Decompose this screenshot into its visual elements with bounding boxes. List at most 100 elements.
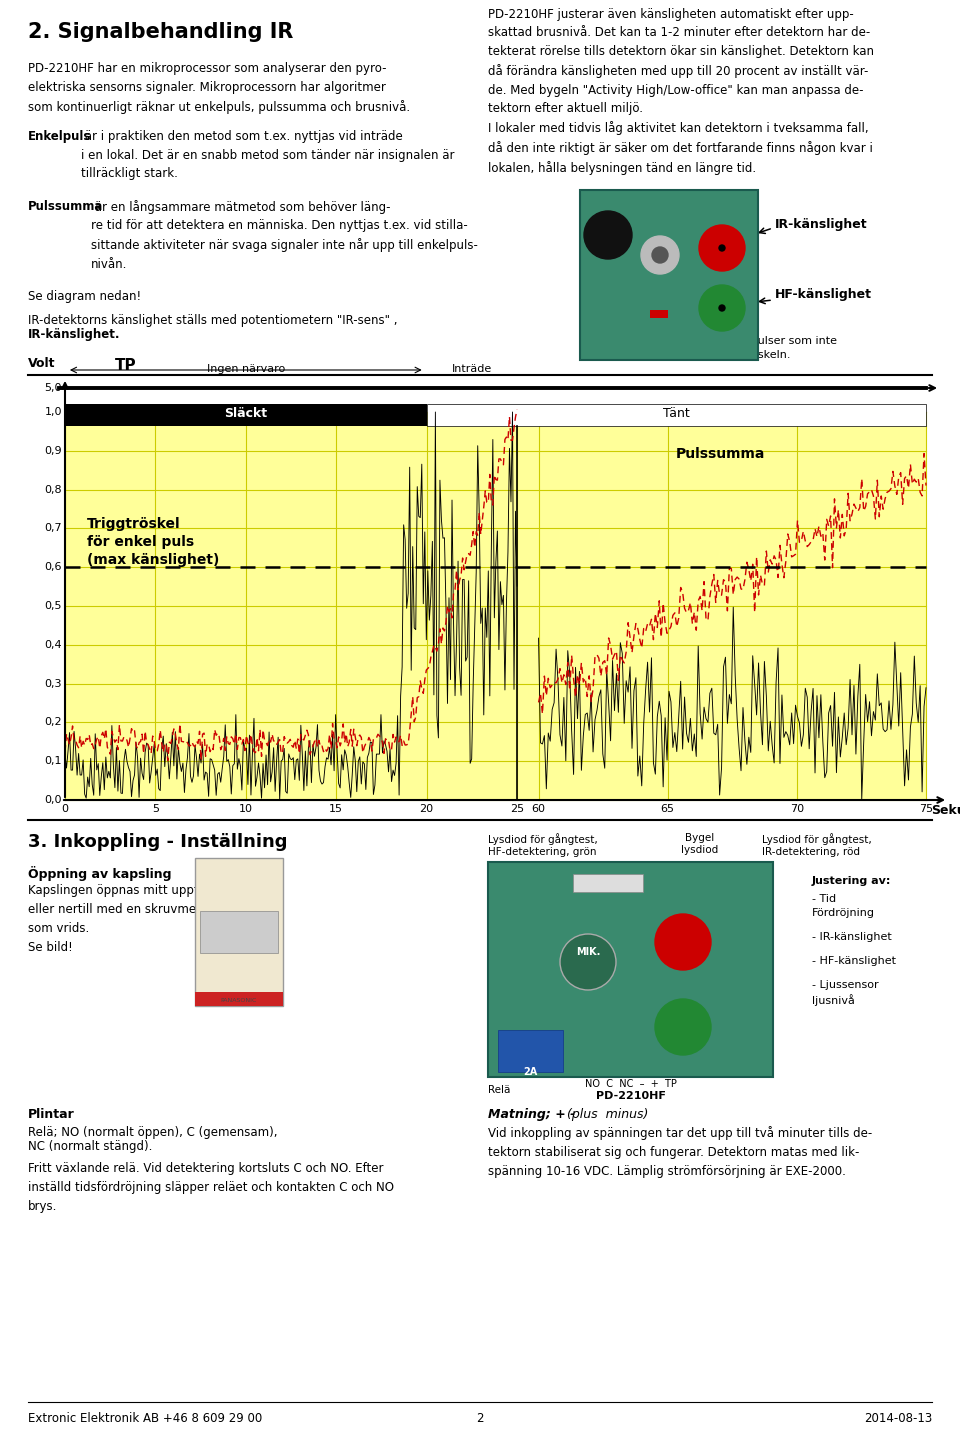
Text: 2A
30 VDC: 2A 30 VDC (510, 1067, 550, 1088)
Text: Plintar: Plintar (28, 1109, 75, 1122)
Bar (650, 310, 668, 317)
Circle shape (719, 304, 725, 312)
Text: 75: 75 (919, 804, 933, 814)
Text: 10: 10 (239, 804, 252, 814)
Text: Tänt: Tänt (663, 406, 689, 419)
Text: 2014-08-13: 2014-08-13 (864, 1412, 932, 1425)
Text: Vid inkoppling av spänningen tar det upp till två minuter tills de-
tektorn stab: Vid inkoppling av spänningen tar det upp… (488, 1126, 873, 1178)
Text: 0,5: 0,5 (44, 602, 62, 610)
Text: 15: 15 (329, 804, 344, 814)
Text: Relä: Relä (488, 1086, 511, 1096)
Text: Detektor-
element: Detektor- element (488, 1012, 537, 1035)
Text: Matning; + -: Matning; + - (488, 1109, 575, 1122)
Text: Mikrofon: Mikrofon (488, 876, 533, 886)
Text: PD-2210HF justerar även känsligheten automatiskt efter upp-
skattad brusnivå. De: PD-2210HF justerar även känsligheten aut… (488, 9, 874, 175)
Text: 1,0: 1,0 (44, 406, 62, 416)
Text: 0,9: 0,9 (44, 445, 62, 455)
Circle shape (699, 284, 745, 332)
Text: - HF-känslighet: - HF-känslighet (812, 956, 896, 966)
Text: Enkelpuls: Enkelpuls (28, 131, 91, 144)
Text: PD-2210HF har en mikroprocessor som analyserar den pyro-
elektriska sensorns sig: PD-2210HF har en mikroprocessor som anal… (28, 62, 410, 113)
Text: 0,2: 0,2 (44, 718, 62, 728)
Text: Aktivitets-
bygel: Aktivitets- bygel (488, 966, 541, 989)
Bar (580, 190, 758, 360)
Text: 0,6: 0,6 (44, 563, 62, 572)
Bar (195, 857, 283, 1007)
Text: för enkel puls: för enkel puls (87, 534, 194, 549)
Circle shape (655, 999, 711, 1055)
Text: Extronic Elektronik AB +46 8 609 29 00: Extronic Elektronik AB +46 8 609 29 00 (28, 1412, 262, 1425)
Text: Relä; NO (normalt öppen), C (gemensam),: Relä; NO (normalt öppen), C (gemensam), (28, 1126, 277, 1139)
Text: 0,7: 0,7 (44, 523, 62, 533)
Text: Kapslingen öppnas mitt upptill
eller nertill med en skruvmejsel
som vrids.
Se bi: Kapslingen öppnas mitt upptill eller ner… (28, 885, 216, 954)
Bar (573, 875, 643, 892)
Bar (498, 1030, 563, 1073)
Text: 0,4: 0,4 (44, 640, 62, 651)
Text: IR-detektorns känslighet ställs med potentiometern "IR-sens" ,: IR-detektorns känslighet ställs med pote… (28, 314, 397, 327)
Text: 3. Inkoppling - Inställning: 3. Inkoppling - Inställning (28, 833, 287, 852)
Bar (195, 992, 283, 1007)
Text: IR-känslighet: IR-känslighet (775, 218, 868, 231)
Text: Sekunder: Sekunder (931, 804, 960, 817)
Text: NC (normalt stängd).: NC (normalt stängd). (28, 1140, 153, 1153)
Text: 5,0: 5,0 (44, 383, 62, 393)
Text: 60: 60 (532, 804, 545, 814)
Text: 0,3: 0,3 (44, 679, 62, 689)
Circle shape (699, 225, 745, 271)
Text: Fritt växlande relä. Vid detektering kortsluts C och NO. Efter
inställd tidsförd: Fritt växlande relä. Vid detektering kor… (28, 1162, 394, 1213)
Bar (65, 404, 426, 426)
Bar (200, 910, 278, 954)
Text: 2: 2 (476, 1412, 484, 1425)
Circle shape (641, 236, 679, 274)
Text: Pulssumma: Pulssumma (676, 447, 765, 461)
Text: (plus  minus): (plus minus) (563, 1109, 648, 1122)
Text: 0,1: 0,1 (44, 757, 62, 767)
Text: Triggtröskel: Triggtröskel (87, 517, 180, 531)
Circle shape (655, 913, 711, 969)
Text: (max känslighet): (max känslighet) (87, 553, 220, 567)
Text: 0,8: 0,8 (44, 484, 62, 494)
Text: HF-känslighet: HF-känslighet (775, 289, 872, 302)
Text: 2. Signalbehandling IR: 2. Signalbehandling IR (28, 22, 294, 42)
Text: 25: 25 (510, 804, 524, 814)
Text: 70: 70 (790, 804, 804, 814)
Text: 0: 0 (61, 804, 68, 814)
Bar (426, 404, 926, 426)
Text: Volt: Volt (28, 358, 56, 370)
Text: - Tid: - Tid (812, 895, 836, 905)
Text: TP: TP (115, 358, 136, 373)
Text: Ljus-
sensor: Ljus- sensor (488, 1050, 523, 1073)
Text: 20: 20 (420, 804, 434, 814)
Circle shape (584, 211, 632, 258)
Bar (488, 862, 773, 1077)
Text: Se diagram nedan!: Se diagram nedan! (28, 290, 141, 303)
Text: Öppning av kapsling: Öppning av kapsling (28, 866, 172, 882)
Text: 0,0: 0,0 (44, 796, 62, 806)
Text: Lysdiod för gångtest,
IR-detektering, röd: Lysdiod för gångtest, IR-detektering, rö… (762, 833, 872, 856)
Text: är i praktiken den metod som t.ex. nyttjas vid inträde
i en lokal. Det är en sna: är i praktiken den metod som t.ex. nyttj… (81, 131, 454, 180)
Text: HF-
detektering
bygel: HF- detektering bygel (488, 912, 549, 948)
Text: Släckt: Släckt (225, 406, 268, 419)
Text: - Ljussensor
ljusnivå: - Ljussensor ljusnivå (812, 979, 878, 1005)
Text: - IR-känslighet: - IR-känslighet (812, 932, 892, 942)
Text: NO  C  NC  –  +  TP: NO C NC – + TP (585, 1078, 677, 1088)
Text: Ingen närvaro: Ingen närvaro (206, 363, 285, 373)
Text: 5: 5 (152, 804, 159, 814)
Circle shape (652, 247, 668, 263)
Text: Inträde: Inträde (452, 363, 492, 373)
Text: är en långsammare mätmetod som behöver läng-
re tid för att detektera en människ: är en långsammare mätmetod som behöver l… (91, 200, 478, 271)
Text: Lysdiod för gångtest,
HF-detektering, grön: Lysdiod för gångtest, HF-detektering, gr… (488, 833, 598, 856)
Text: PD-2210HF: PD-2210HF (595, 1091, 665, 1101)
Circle shape (719, 246, 725, 251)
Bar (65, 412, 926, 800)
Text: IR-känslighet.: IR-känslighet. (28, 327, 121, 340)
Text: Fördröjning: Fördröjning (812, 908, 875, 918)
Text: Bygel
lysdiod: Bygel lysdiod (682, 833, 719, 854)
Text: 65: 65 (660, 804, 675, 814)
Text: Pulssumma: Pulssumma (28, 200, 104, 213)
Text: Justering av:: Justering av: (812, 876, 892, 886)
Text: PANASONIC: PANASONIC (221, 998, 257, 1002)
Circle shape (560, 933, 616, 989)
Text: MIK.: MIK. (576, 946, 600, 956)
Text: Närvaro, med upprepade pulser som inte
når upp till triggtröskeln.: Närvaro, med upprepade pulser som inte n… (607, 336, 836, 360)
